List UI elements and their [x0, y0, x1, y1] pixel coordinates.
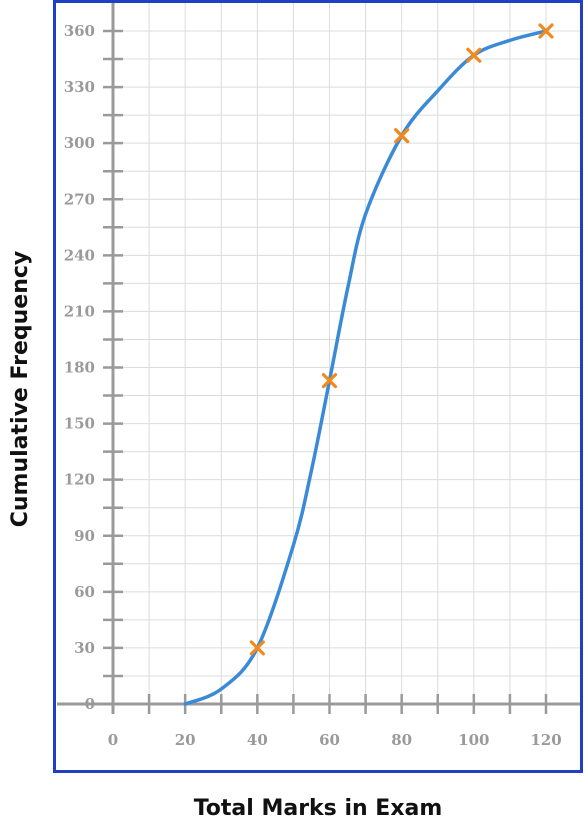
y-tick-label: 360 [64, 22, 95, 40]
y-tick-label: 60 [74, 583, 95, 601]
grid-lines [113, 3, 580, 704]
tick-marks [103, 29, 548, 714]
data-point-marker [321, 372, 338, 389]
y-tick-label: 240 [64, 246, 95, 264]
x-tick-label: 100 [458, 731, 489, 749]
data-point-stroke [249, 640, 265, 656]
x-axis-label: Total Marks in Exam [194, 796, 443, 821]
y-tick-label: 300 [64, 134, 95, 152]
data-point-stroke [466, 47, 482, 63]
data-point-stroke [394, 128, 410, 144]
y-tick-label: 120 [64, 471, 95, 489]
y-tick-label: 210 [64, 302, 95, 320]
y-tick-label: 270 [64, 190, 95, 208]
x-tick-label: 80 [391, 731, 412, 749]
data-point-marker [394, 128, 410, 144]
tick-labels: 0 20 40 60 80 100 120 0 30 60 90 120 150 180 210 240 270… [64, 22, 562, 749]
y-tick-label: 330 [64, 78, 95, 96]
data-points [249, 23, 554, 656]
y-tick-label: 90 [74, 527, 95, 545]
x-tick-label: 60 [319, 731, 340, 749]
y-tick-label: 180 [64, 359, 95, 377]
y-tick-label: 0 [85, 695, 95, 713]
data-point-stroke [538, 23, 554, 39]
y-tick-label: 150 [64, 415, 95, 433]
data-point-marker [538, 23, 554, 39]
x-tick-label: 40 [247, 731, 268, 749]
chart-frame [53, 0, 583, 773]
x-tick-label: 0 [108, 731, 118, 749]
y-axis-label: Cumulative Frequency [8, 251, 33, 528]
x-tick-label: 20 [175, 731, 196, 749]
data-point-marker [249, 640, 265, 656]
x-tick-label: 120 [530, 731, 561, 749]
axes [57, 3, 580, 714]
data-point-stroke [321, 372, 338, 389]
data-point-marker [466, 47, 482, 63]
y-tick-label: 30 [74, 639, 95, 657]
